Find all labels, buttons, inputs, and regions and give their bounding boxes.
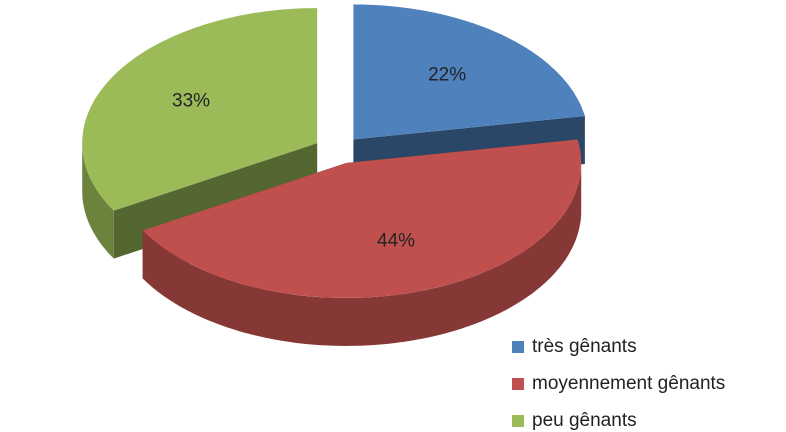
legend-swatch [512,415,524,427]
slice [82,8,318,211]
legend-label: peu gênants [532,410,637,431]
legend-label: moyennement gênants [532,373,725,394]
data-label: 22% [428,64,466,85]
data-label: 44% [377,231,415,252]
slice [142,139,582,346]
legend-label: très gênants [532,336,637,357]
slice-wall [82,143,114,259]
legend-swatch [512,341,524,353]
slice-wall [142,163,582,346]
slice [142,139,582,298]
data-label: 33% [172,90,210,111]
slice [353,4,585,140]
legend-swatch [512,378,524,390]
